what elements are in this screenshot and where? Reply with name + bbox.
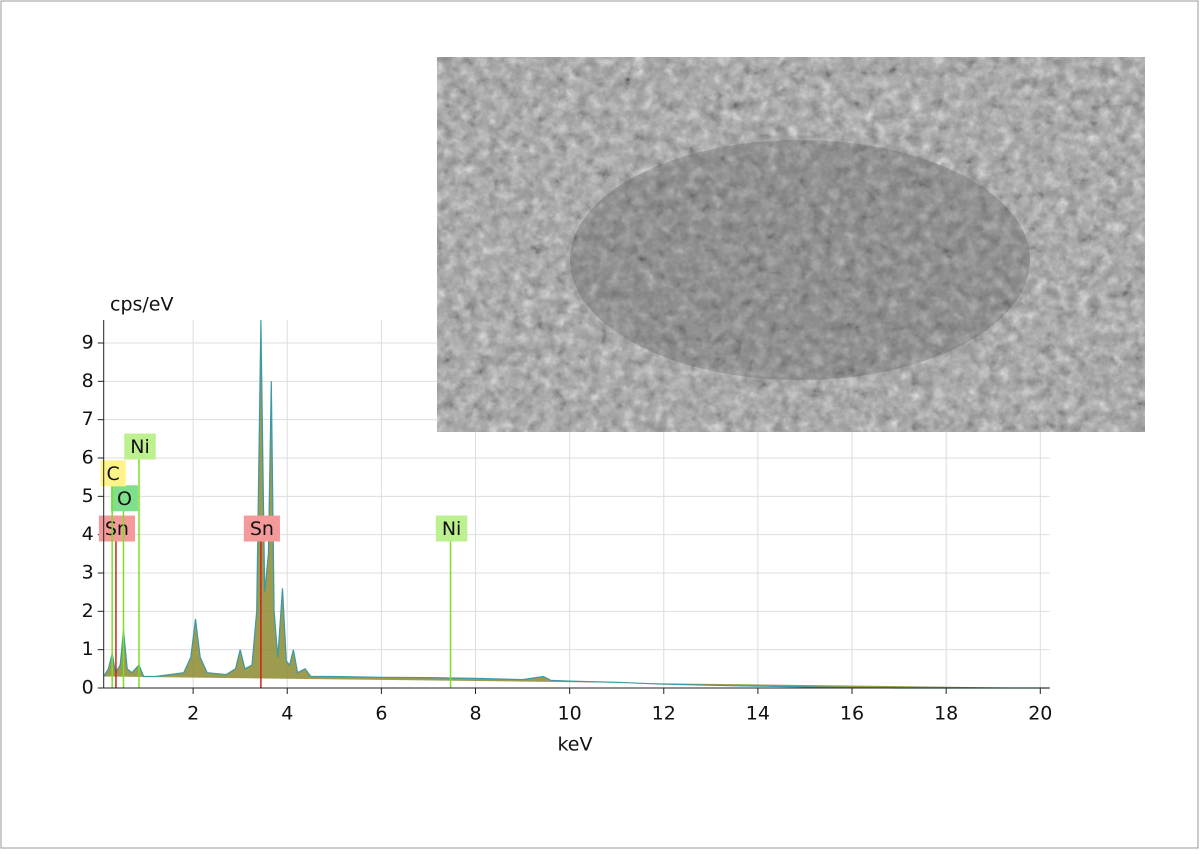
x-tick-label: 16 xyxy=(840,703,864,725)
element-label-text: Ni xyxy=(130,436,150,458)
element-label-box xyxy=(100,460,126,487)
element-label: Ni xyxy=(124,433,156,460)
y-tick-label: 2 xyxy=(82,600,94,622)
y-tick-label: 3 xyxy=(82,562,94,584)
element-label-text: O xyxy=(117,488,132,510)
element-label-box xyxy=(110,485,138,512)
y-tick-label: 9 xyxy=(82,332,94,354)
y-axis-label: cps/eV xyxy=(110,294,174,316)
element-label-text: C xyxy=(107,463,120,485)
y-tick-label: 1 xyxy=(82,638,94,660)
y-tick-label: 7 xyxy=(82,408,94,430)
sem-image xyxy=(437,57,1145,432)
element-label: O xyxy=(110,485,138,512)
element-label-box xyxy=(124,433,156,460)
element-label: Ni xyxy=(435,515,468,542)
element-label-text: Sn xyxy=(250,518,274,540)
element-label-box xyxy=(435,515,468,542)
x-tick-label: 20 xyxy=(1028,703,1052,725)
x-axis-label: keV xyxy=(557,734,592,756)
element-label-text: Ni xyxy=(442,518,462,540)
x-tick-label: 8 xyxy=(469,703,481,725)
x-tick-label: 14 xyxy=(746,703,770,725)
x-tick-label: 6 xyxy=(375,703,387,725)
x-tick-label: 18 xyxy=(934,703,958,725)
element-label: C xyxy=(100,460,126,487)
element-label-box xyxy=(98,515,135,542)
y-tick-label: 5 xyxy=(82,485,94,507)
element-label-text: Sn xyxy=(105,518,129,540)
x-tick-label: 4 xyxy=(281,703,293,725)
spectrum-area xyxy=(103,319,1050,689)
element-label: Sn xyxy=(243,515,280,542)
y-tick-label: 6 xyxy=(82,447,94,469)
x-tick-label: 10 xyxy=(558,703,582,725)
y-tick-label: 4 xyxy=(82,523,94,545)
x-tick-label: 2 xyxy=(187,703,199,725)
x-tick-label: 12 xyxy=(652,703,676,725)
element-label: Sn xyxy=(98,515,135,542)
y-tick-label: 8 xyxy=(82,370,94,392)
y-tick-label: 0 xyxy=(82,677,94,699)
element-label-box xyxy=(243,515,280,542)
